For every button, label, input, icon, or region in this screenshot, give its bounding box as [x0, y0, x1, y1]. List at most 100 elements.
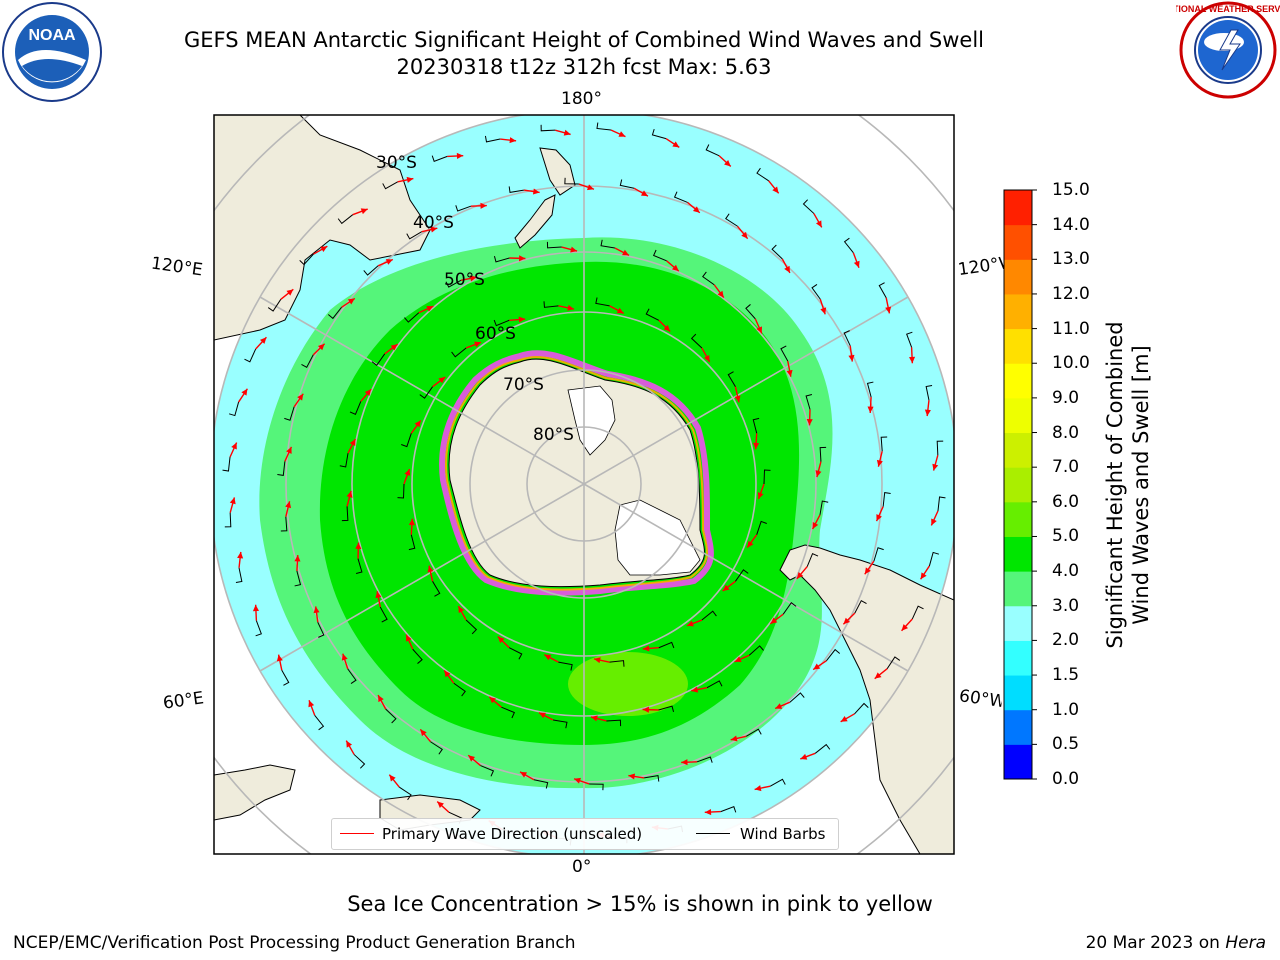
wave-arrow-head — [519, 255, 526, 262]
wave-arrow-head — [375, 591, 382, 599]
wind-barb — [349, 401, 362, 416]
wind-barb — [399, 786, 412, 801]
wind-barb — [746, 728, 762, 737]
wave-arrow-head — [806, 419, 813, 426]
wind-barb — [644, 775, 660, 782]
wave-arrow-head — [229, 497, 236, 505]
wind-barb — [347, 668, 357, 685]
map-subtitle-forecast: 20230318 t12z 312h fcst Max: 5.63 — [396, 55, 772, 79]
wave-arrow-head — [812, 522, 819, 530]
wave-arrow-head — [570, 246, 578, 253]
wind-barb — [645, 308, 659, 321]
colorbar-tick-label: 7.0 — [1052, 457, 1080, 478]
lat-label-30: 30°S — [376, 153, 417, 173]
colorbar-tick-label: 15.0 — [1052, 180, 1090, 200]
lon-label-180: 180° — [561, 89, 602, 109]
wind-barb — [696, 756, 713, 763]
wave-arrow-head — [427, 565, 434, 573]
wave-arrow-head — [920, 572, 927, 580]
wave-arrow-head — [775, 703, 783, 709]
weddell-ice-shelf — [614, 499, 701, 576]
wave-arrow-head — [640, 190, 648, 197]
wave-arrow-head — [734, 656, 742, 662]
wave-arrow-head — [360, 208, 368, 215]
wave-arrow-head — [237, 551, 244, 559]
wind-barb — [533, 779, 549, 789]
wave-arrow-head — [480, 202, 487, 209]
lat-label-40: 40°S — [413, 213, 454, 233]
colorbar-segment — [1004, 363, 1032, 399]
wind-barb — [771, 244, 783, 260]
ross-ice-shelf — [567, 385, 616, 456]
wind-barb — [745, 304, 756, 320]
wave-arrow-head — [430, 226, 438, 233]
wave-arrow-head — [538, 712, 546, 719]
wind-barb — [327, 307, 342, 320]
wave-arrow-head — [389, 774, 396, 782]
wave-arrow-head — [757, 492, 764, 500]
wind-barb — [756, 167, 769, 182]
wave-arrow-head — [313, 606, 320, 614]
wave-arrow-head — [813, 663, 821, 670]
wave-arrow-head — [717, 290, 724, 298]
sea-ice-inner — [445, 356, 708, 591]
colorbar-tick-label: 0.5 — [1052, 734, 1080, 755]
colorbar-segment — [1004, 397, 1032, 434]
colorbar-segment — [1004, 709, 1032, 745]
wind-barb — [690, 333, 703, 349]
wind-barb — [651, 128, 667, 140]
wave-arrow-head — [346, 490, 353, 498]
wave-arrow-head — [876, 514, 882, 522]
wind-barb — [866, 381, 874, 398]
wind-barb — [819, 446, 827, 462]
wave-arrow-head — [770, 617, 778, 624]
wave-arrow-head — [691, 686, 699, 693]
colorbar-segment — [1004, 293, 1032, 330]
wave-direction-arrows — [222, 122, 946, 846]
wave-arrow-head — [563, 129, 571, 136]
map-frame — [213, 114, 955, 855]
wind-barb — [782, 602, 797, 615]
wave-arrow-head — [520, 771, 528, 778]
wind-barb — [379, 606, 388, 623]
wind-barb — [501, 706, 516, 719]
colorbar-tick-label: 6.0 — [1052, 491, 1080, 512]
wave-arrow-head — [286, 446, 292, 454]
map-title: GEFS MEAN Antarctic Significant Height o… — [183, 28, 985, 52]
colorbar-tick-label: 0.0 — [1052, 769, 1080, 789]
wave-arrow-head — [730, 735, 738, 742]
wave-arrow-head — [285, 501, 292, 509]
wind-barb — [453, 682, 466, 697]
colorbar-segment — [1004, 467, 1032, 503]
wave-direction-legend-line — [340, 833, 374, 834]
wave-arrow-head — [663, 324, 671, 332]
wave-arrow-head — [567, 304, 575, 311]
wave-arrow-head — [840, 715, 848, 722]
wind-barb — [337, 214, 354, 225]
wave-arrow-head — [867, 406, 874, 413]
wave-arrow-head — [241, 388, 248, 396]
wave-direction-legend-label: Primary Wave Direction (unscaled) — [382, 825, 643, 843]
wave-arrow-head — [784, 265, 790, 273]
wave-arrow-head — [642, 645, 650, 652]
wave-arrow-head — [437, 801, 444, 809]
wind-barb — [419, 386, 433, 399]
wind-barb — [281, 670, 290, 686]
wave-arrow-head — [252, 604, 259, 612]
wind-barb — [886, 656, 901, 669]
wave-arrow-head — [404, 468, 411, 476]
wind-barb — [401, 433, 412, 448]
nws-logo-text: NATIONAL WEATHER SERVICE — [1176, 4, 1280, 14]
wind-barb — [780, 345, 789, 362]
wind-barb — [814, 743, 831, 754]
footer-organization: NCEP/EMC/Verification Post Processing Pr… — [13, 933, 576, 953]
wind-barb — [595, 297, 610, 307]
wind-barb — [480, 765, 495, 777]
wind-barb — [652, 249, 667, 262]
wind-barb — [284, 406, 295, 421]
wind-barb — [432, 581, 441, 597]
wind-barb — [606, 719, 622, 727]
wind-barb — [843, 237, 854, 254]
wind-barb — [802, 199, 815, 214]
wave-arrow-head — [286, 289, 294, 296]
